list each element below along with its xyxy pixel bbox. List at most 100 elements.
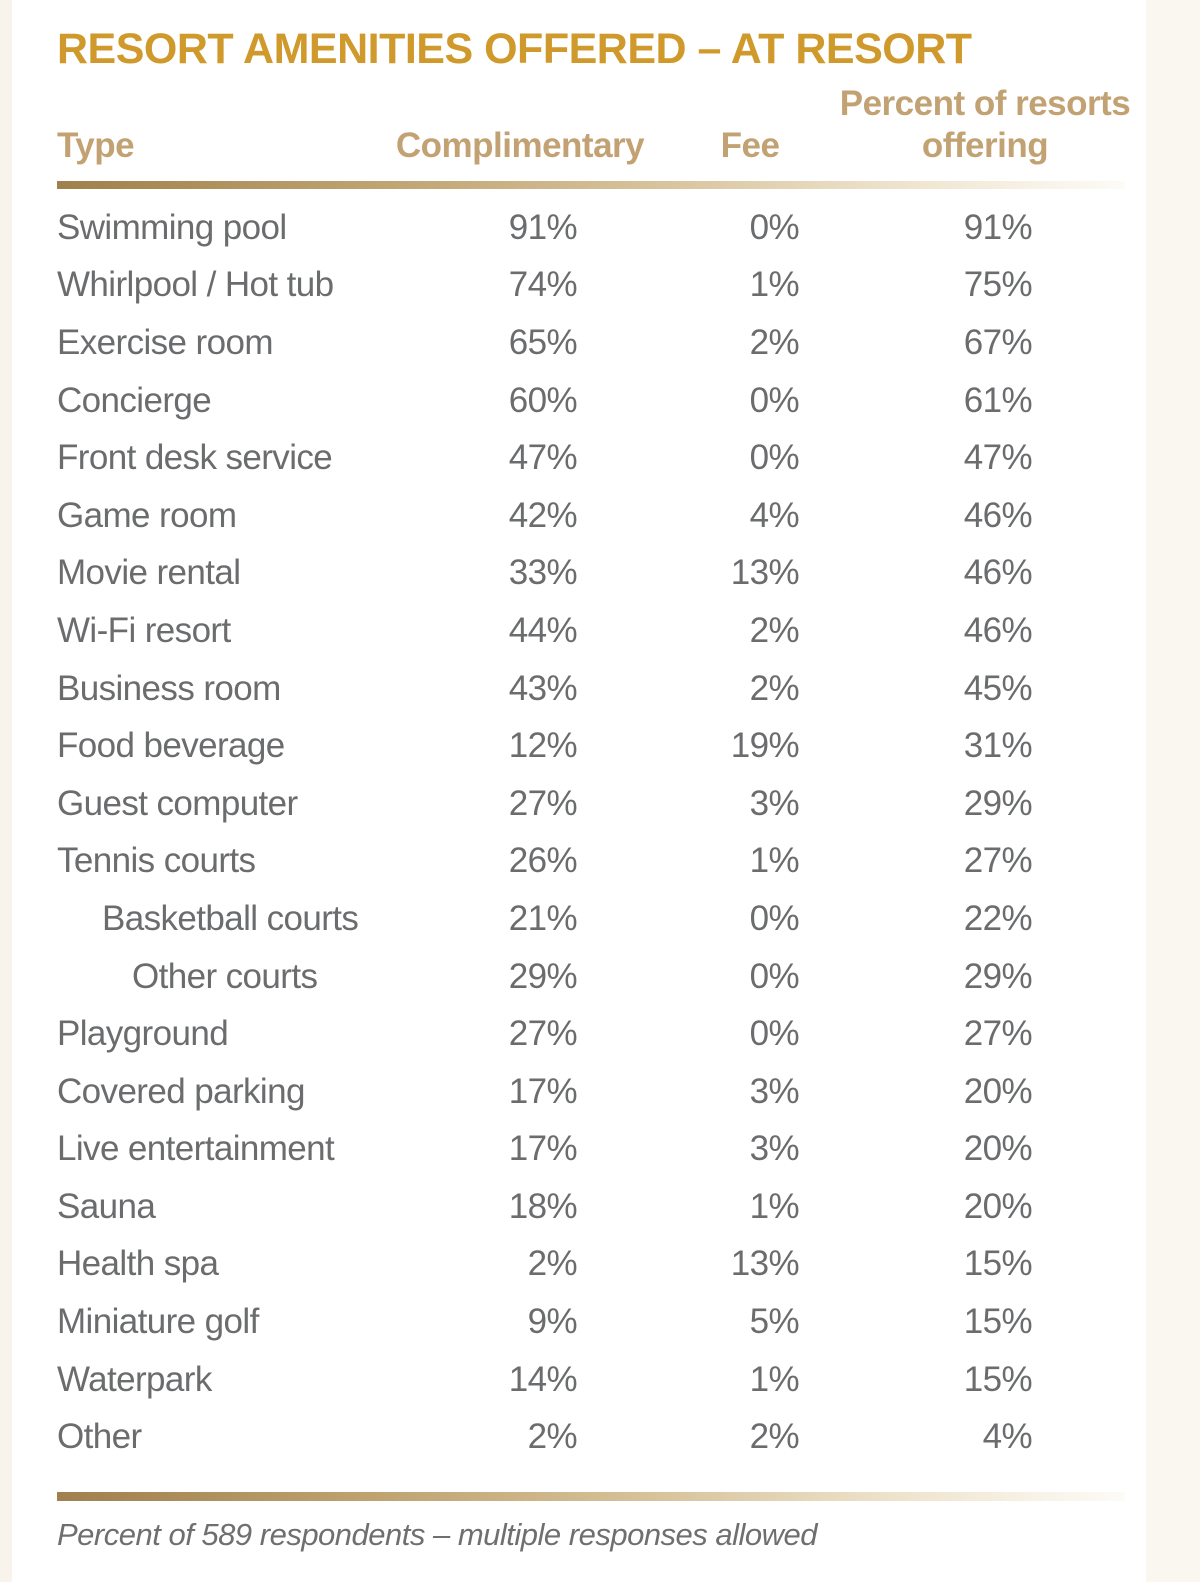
cell-fee: 3% bbox=[749, 783, 800, 823]
cell-type: Concierge bbox=[57, 380, 212, 420]
cell-offering: 22% bbox=[963, 898, 1033, 938]
cell-fee: 1% bbox=[749, 841, 800, 881]
footer-divider bbox=[57, 1492, 1125, 1502]
table-row: Sauna 18% 1% 20% bbox=[57, 1178, 1125, 1236]
table-header-row: Type Complimentary Fee Percent of resort… bbox=[57, 83, 1131, 167]
cell-offering: 46% bbox=[963, 610, 1033, 650]
cell-complimentary: 33% bbox=[508, 553, 578, 593]
column-header-type: Type bbox=[57, 126, 135, 165]
cell-type: Other courts bbox=[132, 956, 318, 996]
table-row: Miniature golf 9% 5% 15% bbox=[57, 1293, 1125, 1351]
footnote: Percent of 589 respondents – multiple re… bbox=[57, 1517, 818, 1553]
cell-complimentary: 12% bbox=[508, 726, 578, 766]
table-row: Whirlpool / Hot tub 74% 1% 75% bbox=[57, 257, 1125, 315]
cell-type: Food beverage bbox=[57, 726, 285, 766]
cell-complimentary: 74% bbox=[508, 265, 578, 305]
cell-complimentary: 21% bbox=[508, 898, 578, 938]
cell-complimentary: 43% bbox=[508, 668, 578, 708]
cell-complimentary: 29% bbox=[508, 956, 578, 996]
cell-complimentary: 17% bbox=[508, 1129, 578, 1169]
table-row: Business room 43% 2% 45% bbox=[57, 660, 1125, 718]
cell-fee: 5% bbox=[749, 1302, 800, 1342]
cell-complimentary: 27% bbox=[508, 1014, 578, 1054]
cell-type: Basketball courts bbox=[102, 898, 359, 938]
cell-complimentary: 60% bbox=[508, 380, 578, 420]
cell-type: Movie rental bbox=[57, 553, 241, 593]
table-row: Concierge 60% 0% 61% bbox=[57, 372, 1125, 430]
cell-fee: 2% bbox=[749, 610, 800, 650]
cell-type: Live entertainment bbox=[57, 1129, 335, 1169]
cell-offering: 29% bbox=[963, 783, 1033, 823]
cell-fee: 1% bbox=[749, 1186, 800, 1226]
table-row: Playground 27% 0% 27% bbox=[57, 1005, 1125, 1063]
cell-offering: 61% bbox=[963, 380, 1033, 420]
cell-fee: 0% bbox=[749, 207, 800, 247]
cell-complimentary: 26% bbox=[508, 841, 578, 881]
cell-offering: 67% bbox=[963, 322, 1033, 362]
cell-offering: 45% bbox=[963, 668, 1033, 708]
cell-type: Business room bbox=[57, 668, 281, 708]
page-title: RESORT AMENITIES OFFERED – AT RESORT bbox=[57, 25, 972, 73]
cell-offering: 29% bbox=[963, 956, 1033, 996]
column-header-complimentary: Complimentary bbox=[395, 126, 645, 165]
table-row: Basketball courts 21% 0% 22% bbox=[57, 890, 1125, 948]
cell-fee: 2% bbox=[749, 1417, 800, 1457]
cell-type: Whirlpool / Hot tub bbox=[57, 265, 334, 305]
table-row: Live entertainment 17% 3% 20% bbox=[57, 1121, 1125, 1179]
table-row: Other courts 29% 0% 29% bbox=[57, 948, 1125, 1006]
cell-type: Tennis courts bbox=[57, 841, 256, 881]
cell-fee: 0% bbox=[749, 438, 800, 478]
cell-type: Miniature golf bbox=[57, 1302, 259, 1342]
cell-complimentary: 91% bbox=[508, 207, 578, 247]
table-row: Front desk service 47% 0% 47% bbox=[57, 429, 1125, 487]
cell-complimentary: 47% bbox=[508, 438, 578, 478]
cell-type: Wi-Fi resort bbox=[57, 610, 231, 650]
table-row: Game room 42% 4% 46% bbox=[57, 487, 1125, 545]
cell-offering: 15% bbox=[963, 1359, 1033, 1399]
cell-complimentary: 17% bbox=[508, 1071, 578, 1111]
cell-type: Guest computer bbox=[57, 783, 298, 823]
column-header-offering: Percent of resorts offering bbox=[839, 84, 1131, 165]
cell-fee: 0% bbox=[749, 1014, 800, 1054]
cell-type: Swimming pool bbox=[57, 207, 287, 247]
cell-complimentary: 42% bbox=[508, 495, 578, 535]
table-row: Tennis courts 26% 1% 27% bbox=[57, 833, 1125, 891]
cell-offering: 31% bbox=[963, 726, 1033, 766]
table-row: Swimming pool 91% 0% 91% bbox=[57, 199, 1125, 257]
report-page: RESORT AMENITIES OFFERED – AT RESORT Typ… bbox=[57, 25, 1131, 1553]
cell-type: Covered parking bbox=[57, 1071, 305, 1111]
cell-complimentary: 65% bbox=[508, 322, 578, 362]
cell-offering: 15% bbox=[963, 1244, 1033, 1284]
cell-offering: 46% bbox=[963, 553, 1033, 593]
table-row: Health spa 2% 13% 15% bbox=[57, 1236, 1125, 1294]
cell-offering: 91% bbox=[963, 207, 1033, 247]
cell-type: Health spa bbox=[57, 1244, 219, 1284]
cell-fee: 4% bbox=[749, 495, 800, 535]
cell-fee: 1% bbox=[749, 265, 800, 305]
table-row: Covered parking 17% 3% 20% bbox=[57, 1063, 1125, 1121]
cell-type: Playground bbox=[57, 1014, 229, 1054]
cell-offering: 20% bbox=[963, 1186, 1033, 1226]
cell-type: Other bbox=[57, 1417, 142, 1457]
cell-offering: 4% bbox=[982, 1417, 1033, 1457]
cell-complimentary: 27% bbox=[508, 783, 578, 823]
cell-fee: 3% bbox=[749, 1129, 800, 1169]
cell-type: Waterpark bbox=[57, 1359, 212, 1399]
cell-fee: 0% bbox=[749, 380, 800, 420]
column-header-fee: Fee bbox=[720, 126, 780, 165]
cell-fee: 2% bbox=[749, 322, 800, 362]
cell-fee: 0% bbox=[749, 898, 800, 938]
table-row: Wi-Fi resort 44% 2% 46% bbox=[57, 602, 1125, 660]
cell-offering: 46% bbox=[963, 495, 1033, 535]
cell-complimentary: 18% bbox=[508, 1186, 578, 1226]
table-row: Other 2% 2% 4% bbox=[57, 1408, 1125, 1466]
cell-complimentary: 44% bbox=[508, 610, 578, 650]
cell-fee: 1% bbox=[749, 1359, 800, 1399]
cell-fee: 2% bbox=[749, 668, 800, 708]
table-row: Movie rental 33% 13% 46% bbox=[57, 545, 1125, 603]
cell-offering: 27% bbox=[963, 1014, 1033, 1054]
cell-offering: 20% bbox=[963, 1129, 1033, 1169]
cell-type: Sauna bbox=[57, 1186, 156, 1226]
cell-offering: 47% bbox=[963, 438, 1033, 478]
table-row: Food beverage 12% 19% 31% bbox=[57, 717, 1125, 775]
